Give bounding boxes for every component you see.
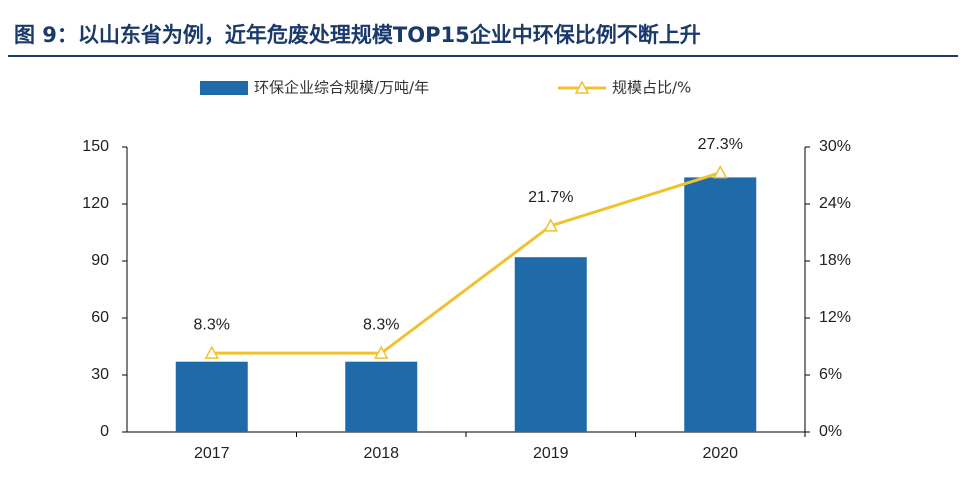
- bar: [175, 361, 248, 432]
- line: [211, 171, 721, 355]
- x-tick-label: 2020: [702, 445, 738, 462]
- y2-tick-label: 18%: [819, 252, 851, 269]
- y2-tick-label: 30%: [819, 138, 851, 155]
- line-marker: [204, 345, 220, 359]
- y-tick-label: 0: [100, 423, 109, 440]
- y-tick-label: 90: [91, 252, 109, 269]
- data-label: 8.3%: [363, 316, 399, 333]
- x-tick-label: 2019: [533, 445, 569, 462]
- y-tick-label: 150: [82, 138, 109, 155]
- data-label: 8.3%: [194, 316, 230, 333]
- y2-tick-label: 6%: [819, 366, 842, 383]
- line-marker: [543, 218, 559, 232]
- y2-tick-label: 0%: [819, 423, 842, 440]
- data-label: 27.3%: [698, 136, 743, 153]
- legend-label: 规模占比/%: [612, 79, 691, 97]
- y-tick-label: 30: [91, 366, 109, 383]
- x-tick-label: 2017: [194, 445, 230, 462]
- line-marker: [712, 165, 728, 179]
- bar: [684, 177, 757, 432]
- y2-tick-label: 12%: [819, 309, 851, 326]
- y2-tick-label: 24%: [819, 195, 851, 212]
- legend-label: 环保企业综合规模/万吨/年: [254, 79, 429, 97]
- line-marker: [373, 345, 389, 359]
- y-tick-label: 60: [91, 309, 109, 326]
- chart-title: 图 9：以山东省为例，近年危废处理规模TOP15企业中环保比例不断上升: [14, 23, 701, 47]
- x-tick-label: 2018: [363, 445, 399, 462]
- legend-swatch: [200, 81, 248, 95]
- legend-marker: [574, 80, 590, 94]
- data-label: 21.7%: [528, 189, 573, 206]
- y-tick-label: 120: [82, 195, 109, 212]
- bar: [514, 257, 587, 432]
- bar: [345, 361, 418, 432]
